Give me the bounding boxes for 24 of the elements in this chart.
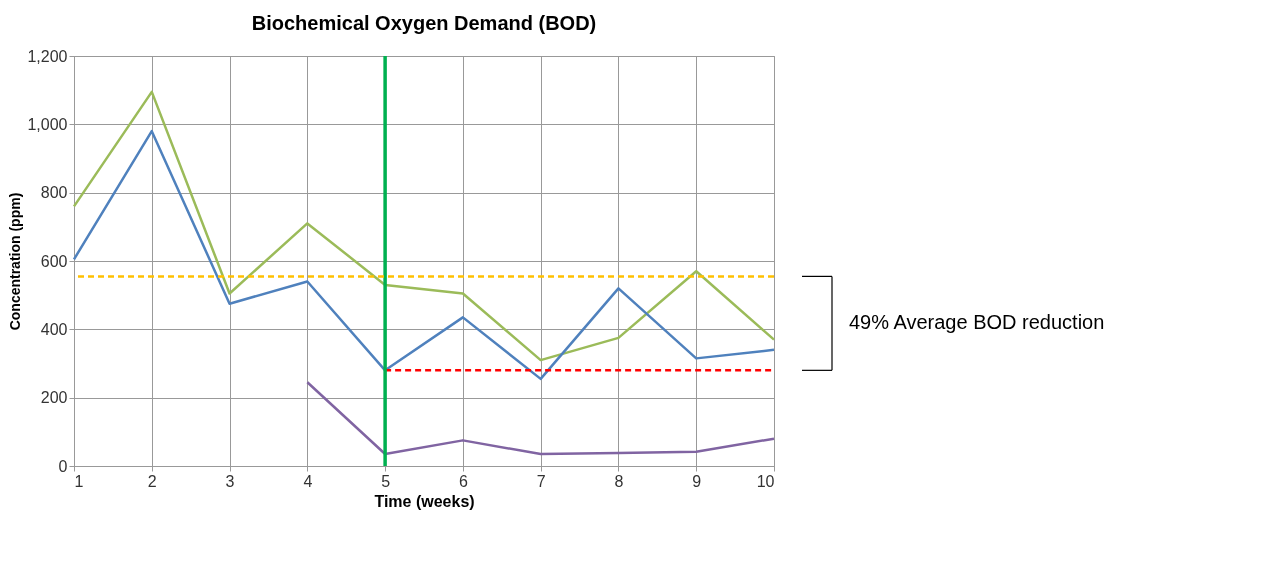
y-axis-title: Concentration (ppm)	[7, 192, 24, 331]
y-tick-label: 800	[40, 184, 68, 202]
x-tick-label: 5	[381, 472, 391, 490]
x-tick-label: 1	[74, 472, 84, 490]
x-tick-label: 10	[756, 472, 775, 490]
y-tick-label: 0	[58, 457, 68, 475]
text: 49% Average BOD reduction	[849, 311, 1105, 334]
x-axis-title: Time (weeks)	[374, 492, 475, 510]
line-series	[72, 129, 776, 381]
x-tick-label: 6	[458, 472, 468, 490]
y-tick-label: 600	[40, 252, 68, 270]
x-tick-label: 8	[614, 472, 624, 490]
y-tick-label: 200	[40, 389, 68, 407]
x-tick-label: 7	[536, 472, 546, 490]
x-tick-label: 3	[225, 472, 235, 490]
line-series	[306, 381, 776, 456]
y-tick-label: 1,000	[27, 115, 68, 133]
line-series	[72, 90, 776, 362]
x-tick-label: 2	[147, 472, 157, 490]
x-tick-label: 9	[692, 472, 702, 490]
y-tick-label: 400	[40, 320, 68, 338]
x-tick-label: 4	[303, 472, 313, 490]
y-tick-label: 1,200	[27, 47, 68, 65]
chart-title: Biochemical Oxygen Demand (BOD)	[251, 12, 597, 34]
